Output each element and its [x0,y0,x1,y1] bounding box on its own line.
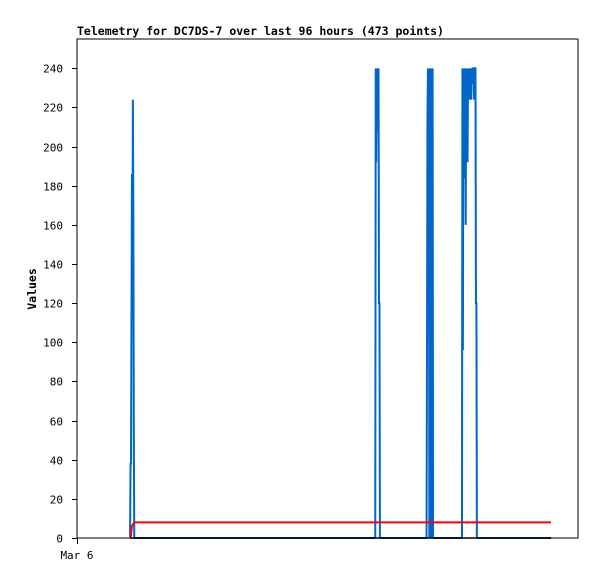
y-tick-label: 200 [43,142,63,155]
x-axis-ticks: Mar 6 [60,538,94,562]
y-tick-label: 220 [43,102,63,115]
y-axis-ticks: 0 20 40 60 80 100 120 140 160 180 200 220 240 [43,63,77,546]
y-tick-label: 20 [50,494,63,507]
y-tick-label: 240 [43,63,63,76]
chart-title: Telemetry for DC7DS-7 over last 96 hours… [77,24,444,38]
y-tick-label: 160 [43,220,63,233]
y-tick-label: 0 [56,533,63,546]
plot-frame [76,38,579,539]
series-line-2 [129,521,551,539]
y-tick-label: 80 [50,376,63,389]
y-tick-label: 40 [50,455,63,468]
y-tick-label: 60 [50,416,63,429]
y-tick-label: 180 [43,181,63,194]
y-tick-label: 100 [43,337,63,350]
series-line-1 [129,67,551,539]
y-axis-label: Values [25,268,39,310]
y-tick-label: 140 [43,259,63,272]
series-layer [129,67,551,539]
y-tick-label: 120 [43,298,63,311]
x-tick-label: Mar 6 [60,549,93,562]
